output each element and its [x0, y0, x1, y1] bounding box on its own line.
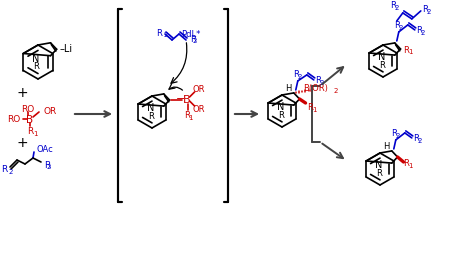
Text: N: N	[147, 103, 155, 113]
Text: 2: 2	[47, 163, 51, 169]
Text: 2: 2	[164, 32, 168, 38]
Text: B: B	[183, 95, 191, 105]
Text: 2: 2	[193, 38, 197, 44]
Text: PdL*: PdL*	[182, 29, 201, 38]
Text: B: B	[27, 115, 34, 124]
Text: R: R	[404, 159, 410, 168]
Text: R: R	[190, 34, 196, 43]
Text: N: N	[375, 160, 383, 169]
Text: R: R	[416, 26, 422, 35]
Text: R: R	[315, 76, 321, 85]
Text: R: R	[278, 110, 284, 119]
Text: R: R	[308, 103, 313, 112]
Text: –Li: –Li	[59, 44, 72, 54]
Text: R: R	[27, 127, 33, 136]
Text: 2: 2	[427, 9, 431, 15]
Text: N: N	[378, 52, 386, 62]
Text: R: R	[156, 28, 162, 37]
Text: 2: 2	[319, 80, 324, 86]
Text: H: H	[383, 142, 390, 151]
Text: 1: 1	[408, 162, 413, 168]
Text: OR: OR	[192, 85, 205, 94]
Text: 1: 1	[408, 49, 413, 55]
Text: R: R	[376, 168, 382, 177]
Text: 2: 2	[394, 5, 399, 11]
Text: 1: 1	[188, 115, 193, 121]
Text: R: R	[404, 45, 410, 54]
Text: R: R	[379, 60, 385, 69]
Text: R: R	[394, 21, 400, 30]
Text: R: R	[33, 62, 39, 71]
Text: +: +	[16, 86, 28, 100]
Text: 2: 2	[420, 30, 425, 36]
Text: R: R	[413, 134, 419, 143]
Text: R: R	[293, 70, 299, 79]
Text: R: R	[391, 129, 397, 138]
Text: R: R	[44, 160, 50, 169]
Text: 2: 2	[418, 137, 422, 143]
Text: 1: 1	[312, 107, 317, 113]
Text: 2: 2	[9, 168, 13, 174]
Text: OR: OR	[192, 104, 205, 113]
Text: RO: RO	[7, 115, 20, 124]
Text: 2: 2	[399, 25, 403, 31]
Text: OAc: OAc	[36, 144, 53, 153]
Text: 2: 2	[396, 132, 400, 138]
Text: N: N	[32, 53, 40, 63]
Text: 2: 2	[298, 74, 302, 80]
Text: 1: 1	[33, 131, 37, 136]
Text: 2: 2	[334, 88, 338, 93]
Text: −: −	[176, 94, 185, 104]
Text: B(OR): B(OR)	[303, 84, 328, 93]
Text: R: R	[184, 111, 191, 120]
Text: +: +	[16, 135, 28, 149]
Text: RO: RO	[21, 105, 35, 114]
Text: H: H	[286, 84, 292, 93]
Text: R: R	[148, 111, 154, 120]
Text: R: R	[1, 165, 7, 174]
Text: N: N	[277, 102, 285, 112]
Text: R: R	[422, 5, 428, 14]
Text: OR: OR	[43, 106, 56, 115]
Text: R: R	[390, 2, 396, 10]
